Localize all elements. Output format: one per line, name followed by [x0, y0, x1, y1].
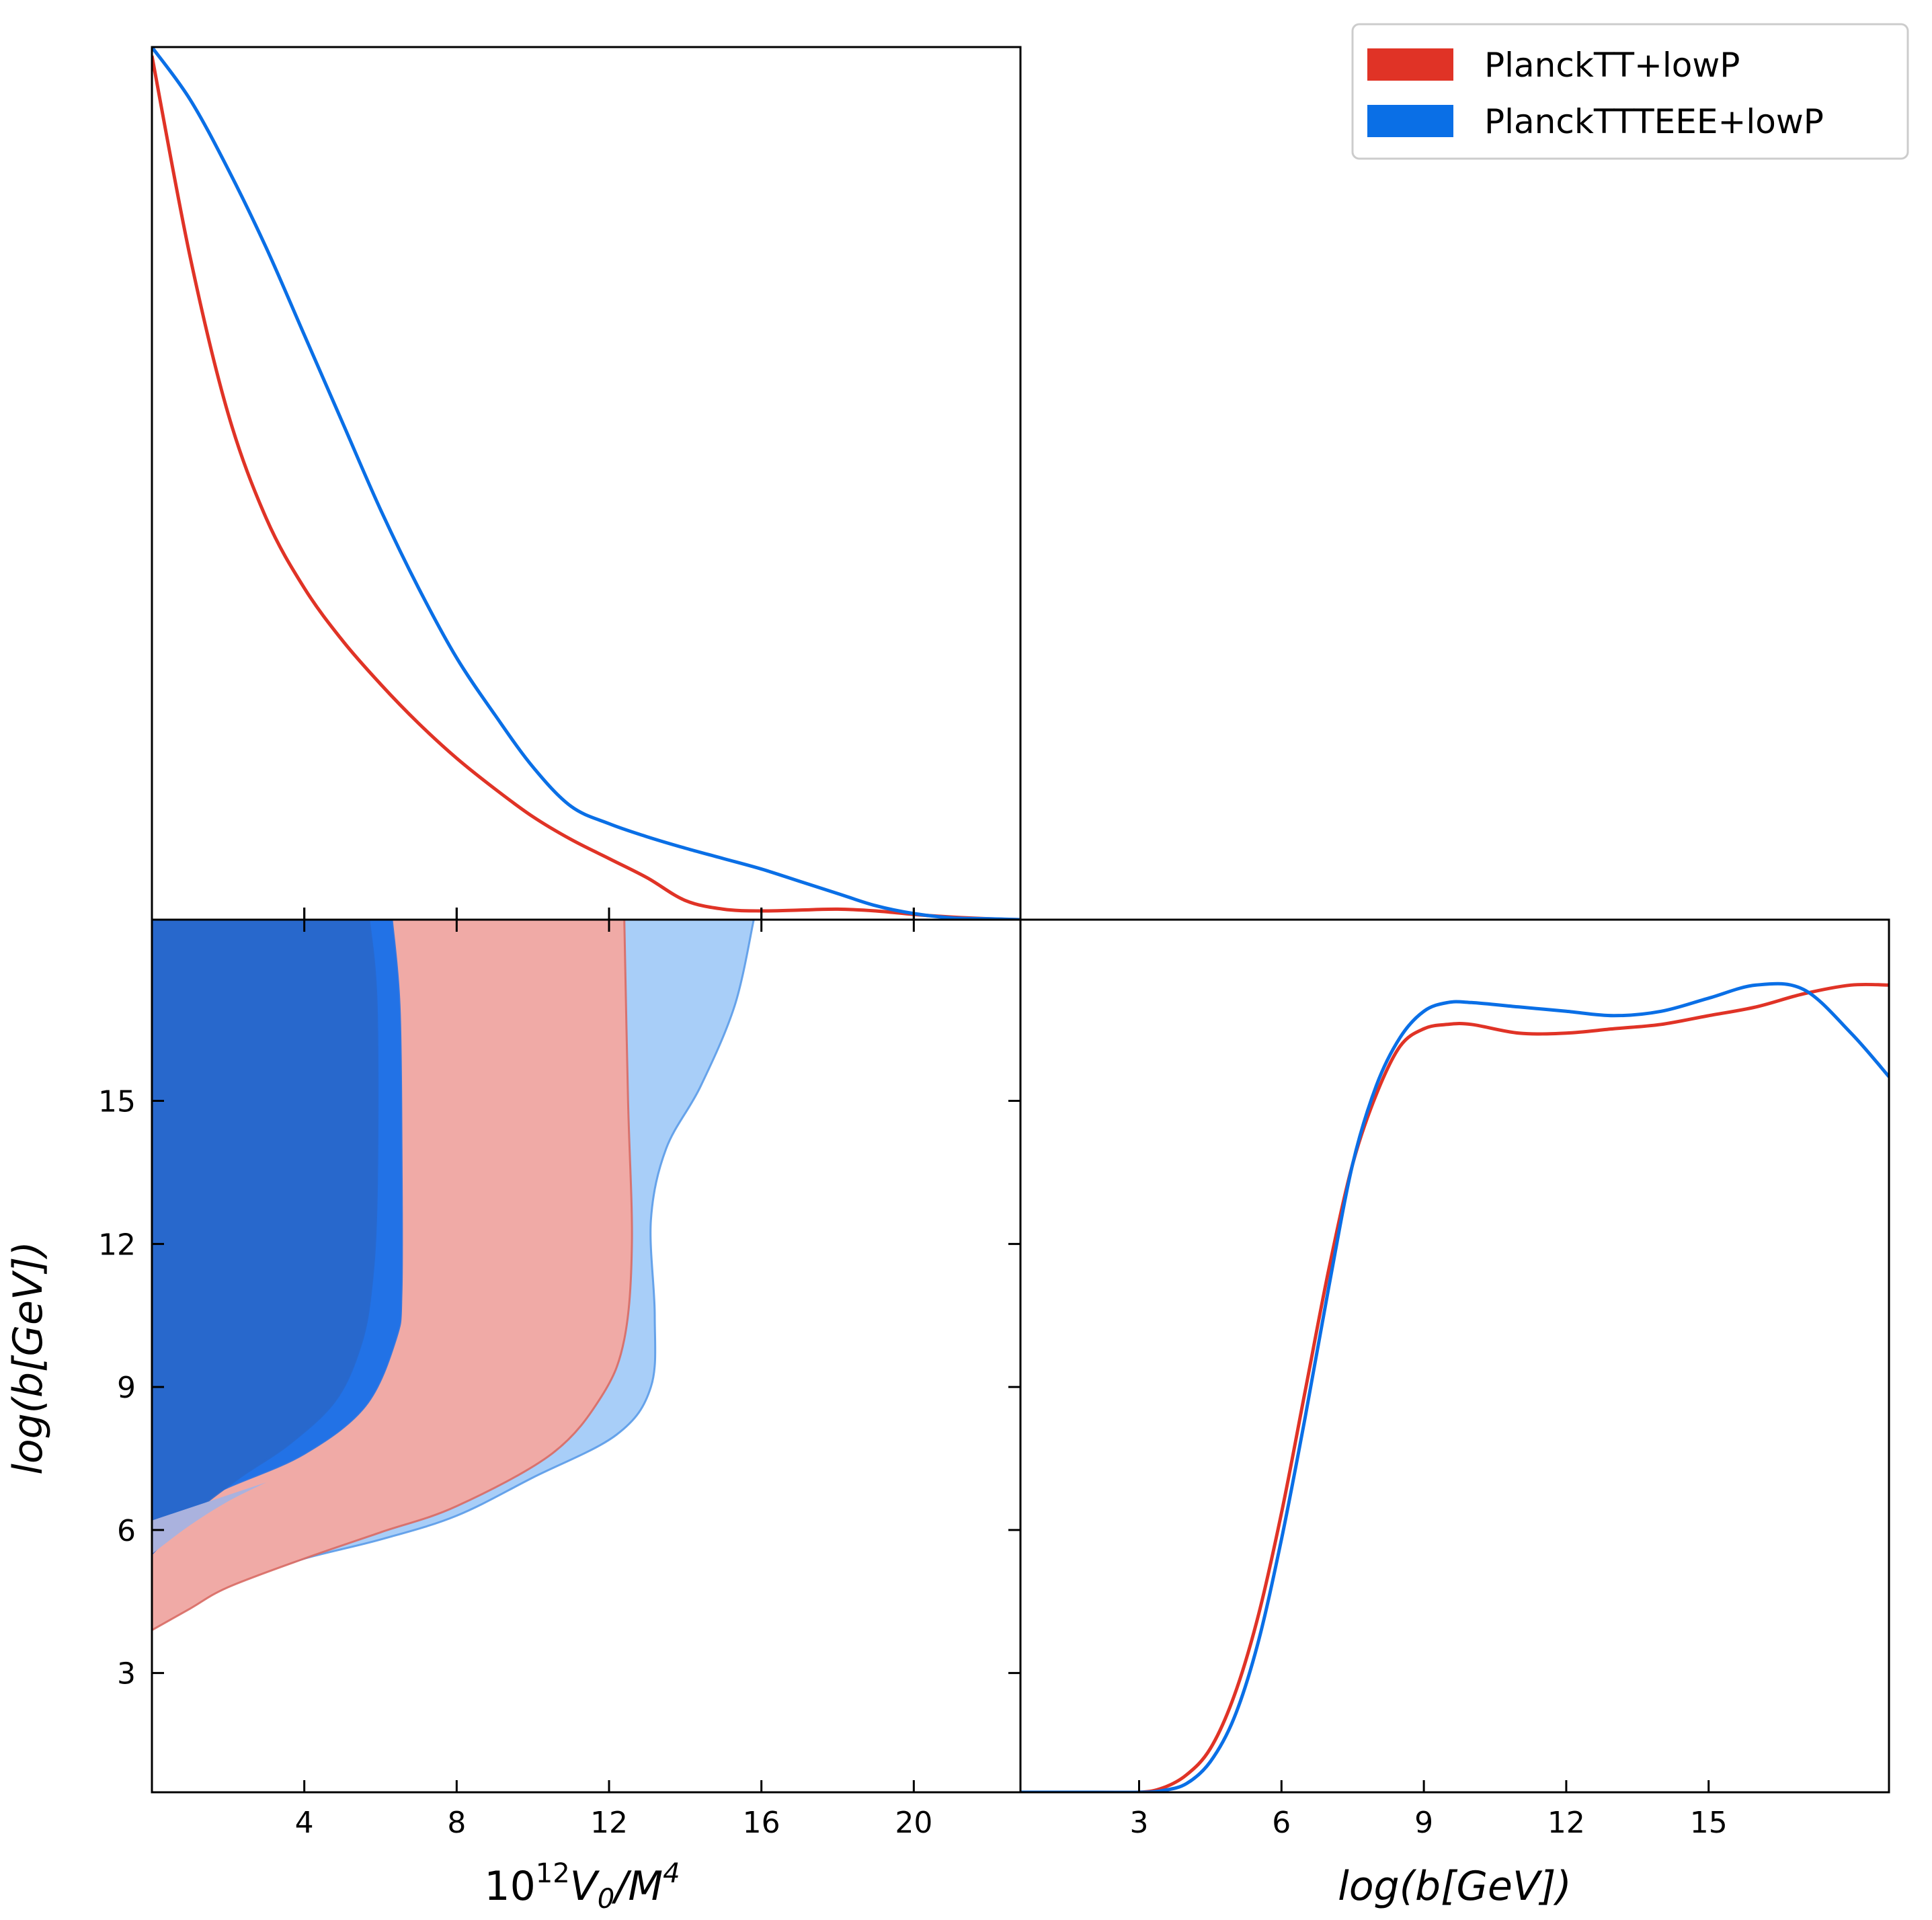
x-tick-label: 6 [1272, 1806, 1291, 1840]
panel-bottom-left: 4 8 12 16 20 3 6 9 12 15 [98, 908, 1022, 1840]
panel-top-left [151, 46, 1022, 921]
legend-label: PlanckTT+lowP [1484, 46, 1740, 85]
legend-swatch [1367, 48, 1453, 81]
panel-bottom-right: 3 6 9 12 15 [1008, 918, 1890, 1840]
x-axis-label-right: log(b[GeV]) [1338, 1863, 1572, 1910]
x-axis-label-left: 1012V0/M4 [484, 1858, 680, 1915]
y-tick-label: 6 [117, 1514, 136, 1548]
x-tick-label: 12 [1547, 1806, 1585, 1840]
plot-area [152, 47, 1020, 920]
panel-frame [151, 46, 1022, 921]
x-tick-label: 3 [1130, 1806, 1149, 1840]
x-tick-label: 20 [895, 1806, 932, 1840]
series-line-PlanckTT+lowP [152, 55, 1020, 920]
legend: PlanckTT+lowP PlanckTTTEEE+lowP [1351, 23, 1909, 160]
series-line-PlanckTT+lowP [1020, 982, 1889, 1792]
series-line-PlanckTTTEEE+lowP [152, 47, 1020, 920]
legend-box [1351, 23, 1909, 160]
y-tick-label: 15 [98, 1085, 136, 1119]
y-tick-label: 12 [98, 1228, 136, 1262]
x-tick-label: 9 [1414, 1806, 1433, 1840]
x-tick-label: 16 [743, 1806, 780, 1840]
plot-area [152, 920, 755, 1632]
x-tick-label: 12 [590, 1806, 628, 1840]
series-line-PlanckTTTEEE+lowP [1020, 982, 1889, 1792]
plot-area [1020, 982, 1889, 1792]
legend-label: PlanckTTTEEE+lowP [1484, 102, 1824, 141]
y-axis-label-left: log(b[GeV]) [5, 1241, 52, 1475]
y-tick-label: 3 [117, 1657, 136, 1691]
panel-frame [1019, 918, 1890, 1794]
contour-overlap-lower-band [152, 1482, 266, 1554]
legend-swatch [1367, 105, 1453, 137]
y-tick-label: 9 [117, 1371, 136, 1405]
contour-plancktt-lowp-68- [152, 920, 379, 1556]
x-tick-label: 8 [447, 1806, 466, 1840]
x-tick-label: 15 [1690, 1806, 1728, 1840]
x-tick-label: 4 [295, 1806, 314, 1840]
